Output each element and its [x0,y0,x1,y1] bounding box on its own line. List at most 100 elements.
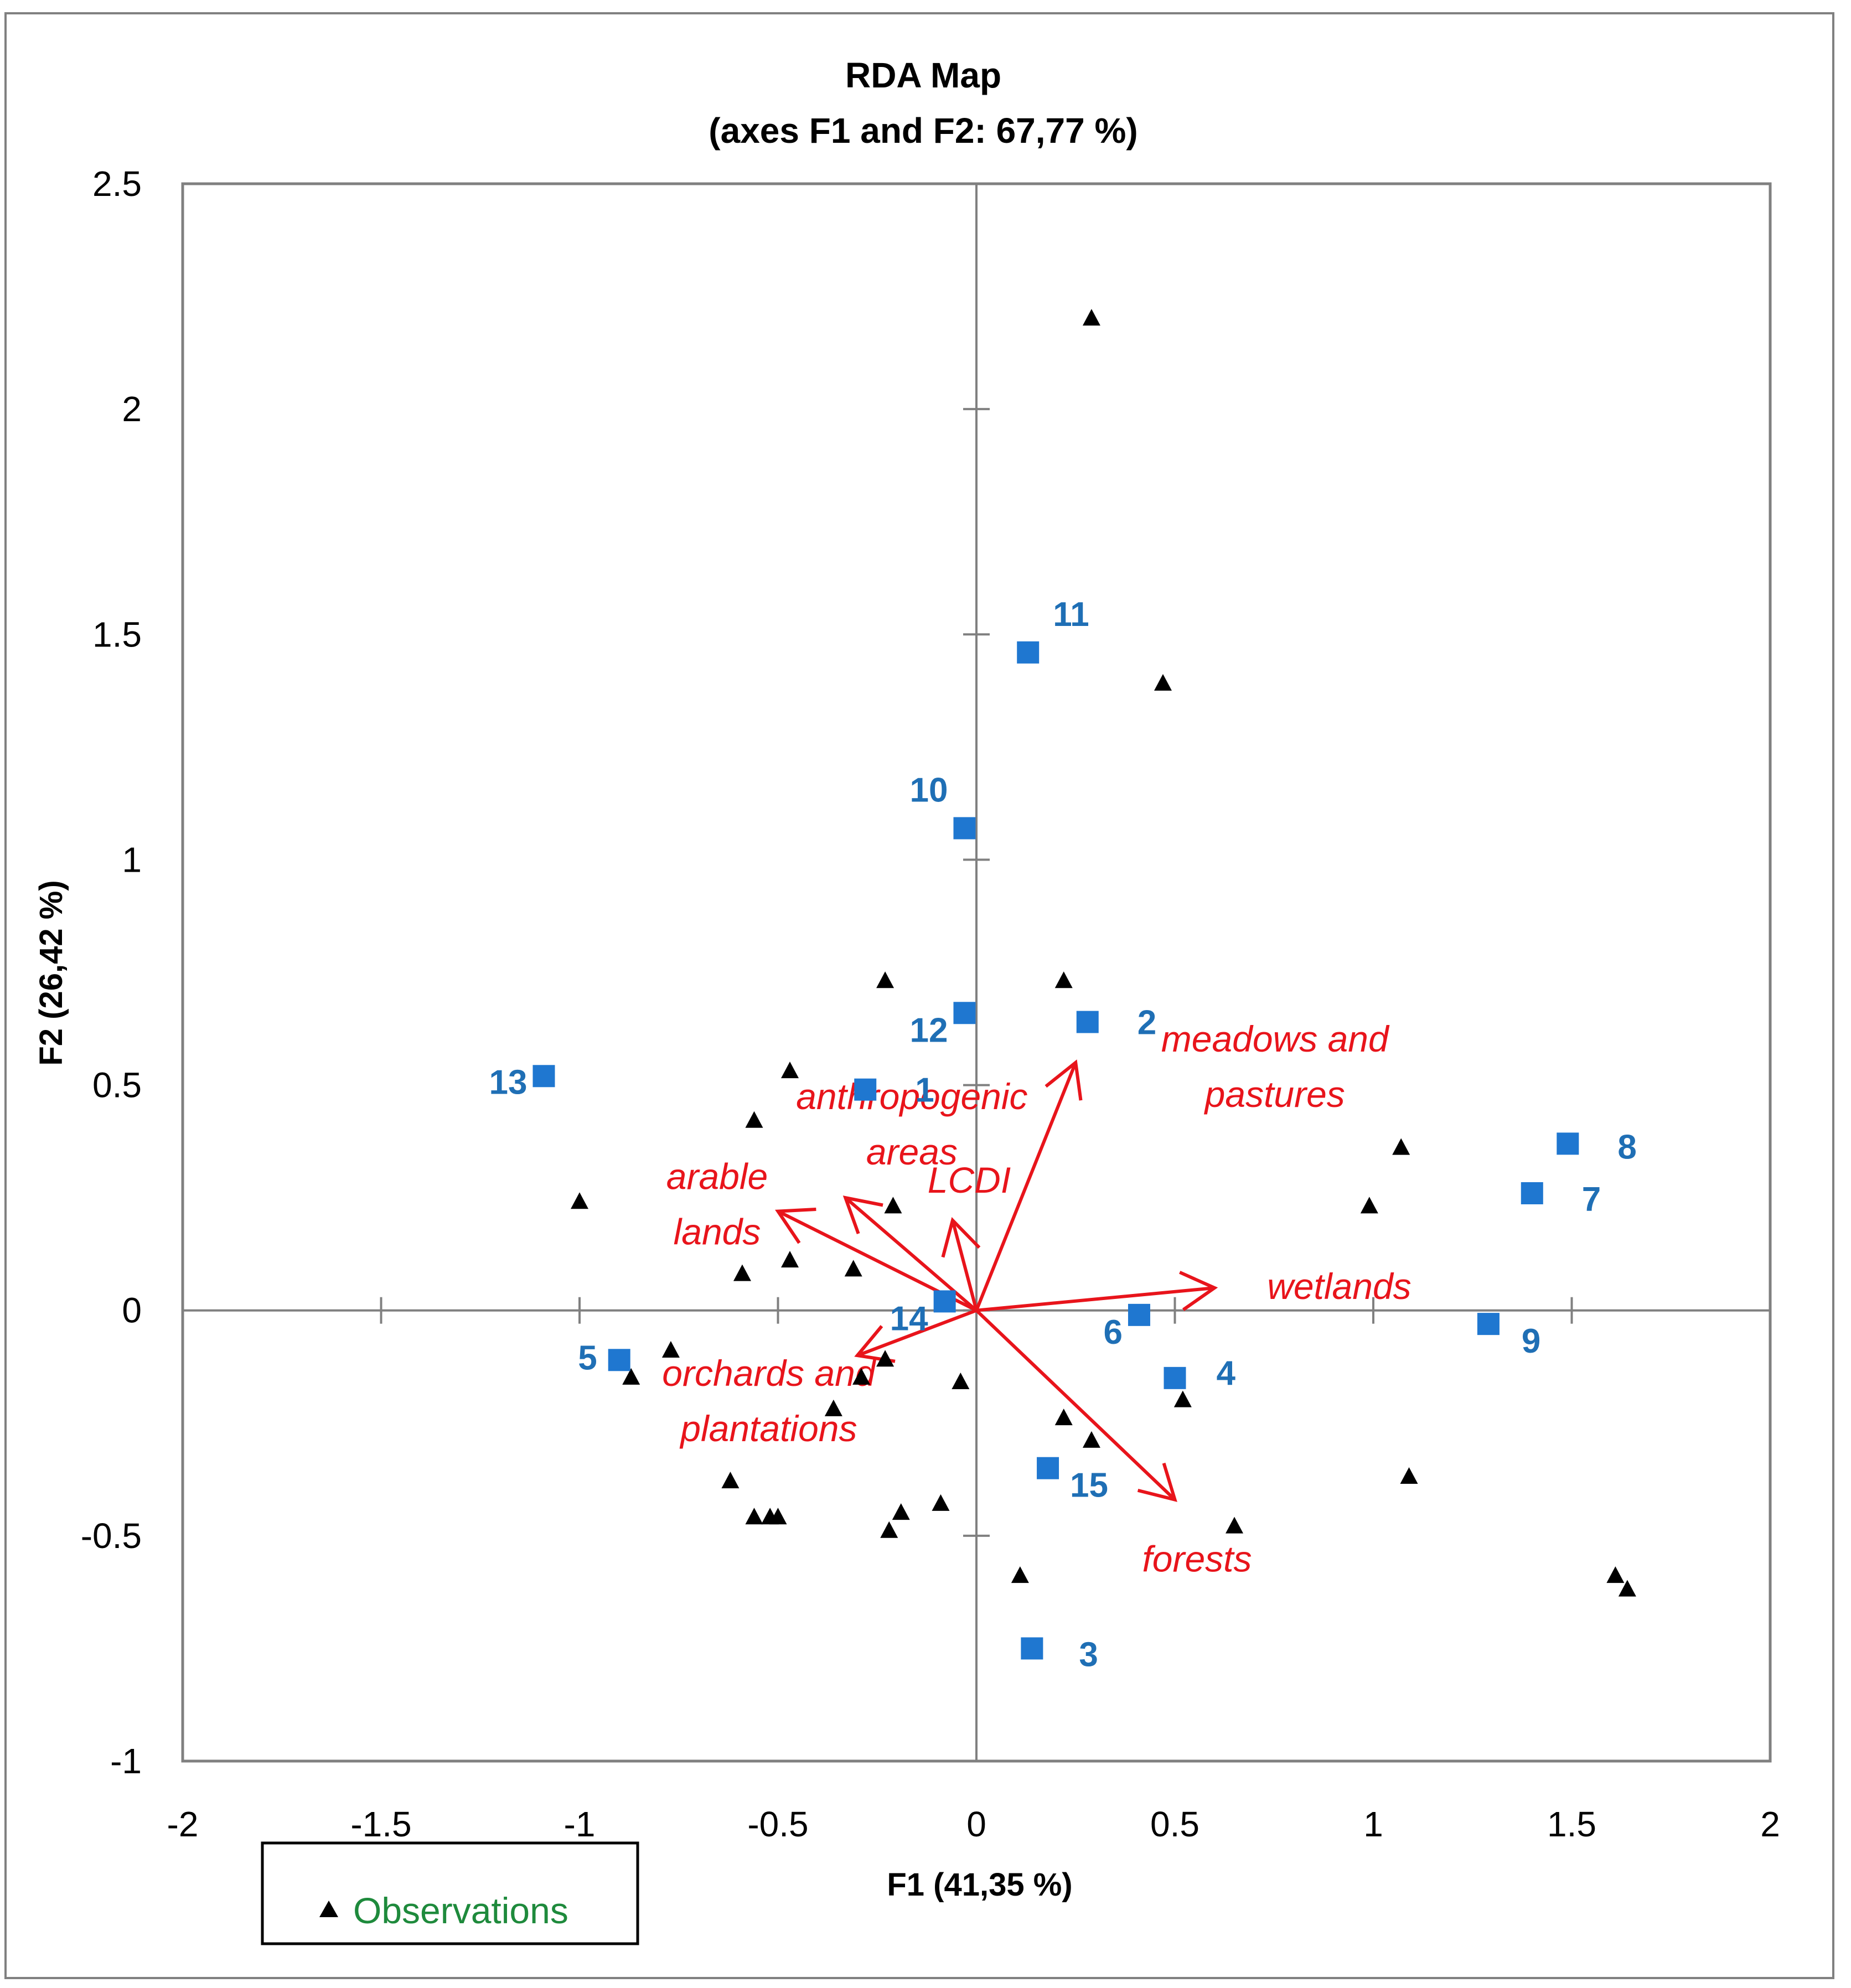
observation-point [1606,1566,1625,1583]
observation-point [876,1350,895,1367]
observation-markers [571,309,1636,1597]
y-axis-title: F2 (26,42 %) [33,880,69,1065]
site-label-2: 2 [1138,1004,1156,1042]
arrow-head-lcdi [941,1216,981,1258]
y-tick-label: -0.5 [81,1516,142,1556]
site-marker-5 [608,1349,630,1371]
y-tick-label: 2 [122,389,142,429]
arrow-shaft-lcdi [951,1220,978,1311]
observation-point [622,1368,640,1385]
observation-point [1082,1431,1100,1448]
observation-point [844,1260,862,1277]
arrow-head-wetlands [1179,1271,1218,1311]
site-marker-3 [1021,1637,1043,1660]
arrow-shaft-meadows-and-pastures [975,1062,1078,1311]
x-tick-label: 1 [1363,1804,1383,1844]
legend: Observations [261,1841,639,1945]
observation-point [769,1508,787,1525]
observation-point [745,1508,763,1525]
site-marker-11 [1017,641,1040,664]
site-marker-1 [854,1078,877,1101]
chart-title: RDA Map [845,55,1001,95]
variable-label-forests: forests [1142,1539,1252,1580]
site-marker-6 [1128,1303,1150,1326]
variable-label-anthropogenic-areas: areas [866,1131,958,1172]
site-label-15: 15 [1070,1467,1108,1505]
legend-triangle-marker [319,1901,338,1917]
site-label-14: 14 [890,1300,928,1338]
site-label-13: 13 [489,1063,528,1101]
y-tick-label: 0.5 [92,1065,142,1105]
observation-point [661,1341,680,1358]
legend-label: Observations [353,1890,568,1931]
observation-point [1054,1409,1073,1426]
site-marker-7 [1521,1182,1543,1204]
observation-point [1173,1390,1192,1407]
y-tick-label: 0 [122,1291,142,1330]
observation-point [1054,971,1073,988]
site-label-7: 7 [1582,1181,1601,1219]
y-tick-label: 1 [122,840,142,879]
observation-point [781,1251,799,1268]
observation-point [876,971,895,988]
arrow-shaft-orchards-and-plantations [856,1308,978,1357]
site-label-4: 4 [1217,1354,1236,1392]
observation-point [952,1373,970,1389]
x-tick-label: 0.5 [1150,1804,1199,1844]
variable-arrows: meadows and pastures anthropogenic areasLCD… [662,1018,1411,1580]
observation-point [1360,1197,1378,1214]
variable-label-orchards-and-plantations: orchards and [662,1353,877,1394]
observation-point [1392,1138,1410,1155]
observation-point [824,1399,842,1416]
observation-point [880,1521,898,1538]
x-tick-label: 2 [1760,1804,1780,1844]
y-tick-label: -1 [110,1741,142,1781]
site-label-9: 9 [1522,1322,1540,1360]
arrow-head-anthropogenic-areas [842,1195,883,1235]
chart-subtitle: (axes F1 and F2: 67,77 %) [709,111,1138,151]
site-label-8: 8 [1617,1128,1636,1166]
variable-label-arable-lands: lands [674,1212,761,1252]
y-tick-label: 1.5 [92,614,142,654]
site-marker-9 [1477,1313,1500,1335]
arrow-head-meadows-and-pastures [1045,1059,1083,1101]
x-tick-labels: -2 -1.5 -1 -0.5 0 0.5 1 1.5 2 [167,1804,1780,1844]
site-marker-8 [1557,1132,1579,1155]
observation-point [1011,1566,1029,1583]
arrow-head-forests [1137,1462,1177,1502]
observation-point [745,1111,763,1128]
x-tick-label: 0 [966,1804,986,1844]
observation-point [571,1192,588,1209]
arrow-shaft-forests [975,1309,1176,1501]
site-label-12: 12 [910,1011,948,1049]
observation-point [1154,674,1172,691]
observation-point [884,1197,902,1214]
x-tick-label: -1.5 [350,1804,411,1844]
site-label-3: 3 [1079,1635,1098,1674]
variable-label-lcdi: LCDI [928,1159,1011,1200]
observation-point [1226,1516,1244,1534]
site-marker-13 [532,1065,555,1088]
variable-label-wetlands: wetlands [1267,1266,1411,1307]
variable-label-meadows-and-pastures: meadows and [1161,1018,1390,1059]
x-tick-label: -0.5 [747,1804,808,1844]
variable-label-arable-lands: arable [666,1156,768,1197]
site-marker-12 [953,1002,976,1024]
site-label-6: 6 [1103,1313,1122,1352]
site-label-5: 5 [578,1339,597,1377]
observation-point [892,1503,910,1520]
observation-point [1618,1580,1636,1597]
arrow-head-arable-lands [775,1207,816,1244]
observation-point [721,1472,740,1489]
outer-border [4,12,1834,1979]
variable-label-anthropogenic-areas: anthropogenic [796,1076,1027,1117]
observation-point [781,1062,799,1079]
site-label-10: 10 [910,771,948,809]
arrow-shaft-wetlands [976,1286,1215,1312]
observation-point [733,1264,751,1281]
site-label-11: 11 [1053,596,1089,634]
observation-point [1082,309,1100,326]
site-marker-15 [1037,1457,1059,1479]
